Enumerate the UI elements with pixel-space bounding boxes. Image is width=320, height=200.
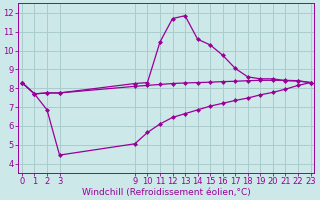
X-axis label: Windchill (Refroidissement éolien,°C): Windchill (Refroidissement éolien,°C): [82, 188, 251, 197]
